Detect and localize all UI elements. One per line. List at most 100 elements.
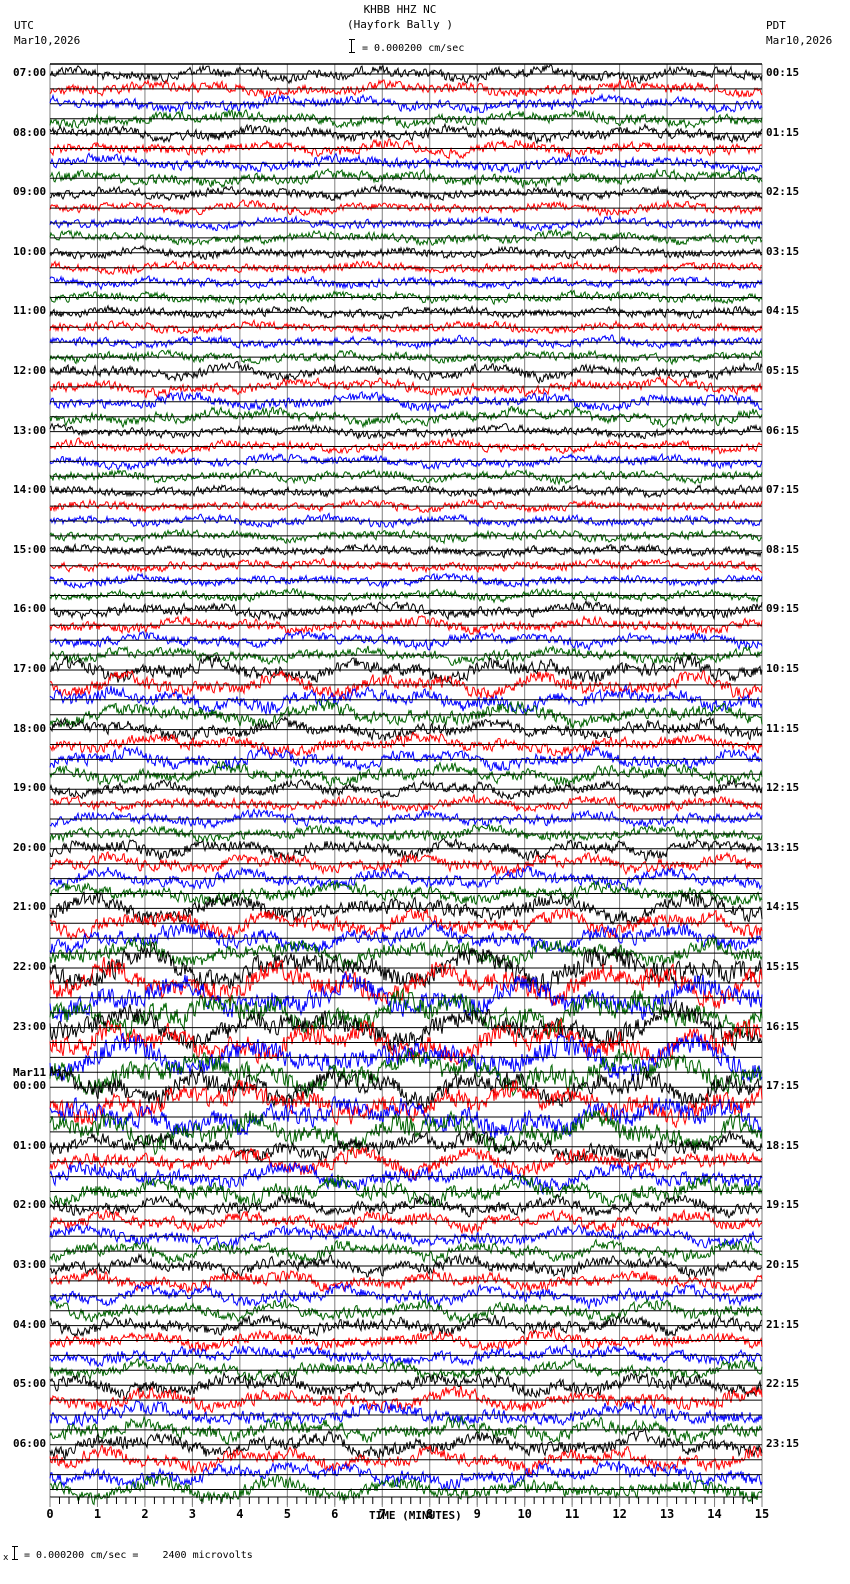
trace-green: [49, 1110, 763, 1156]
right-pdt-hour-label: 19:15: [766, 1198, 800, 1212]
x-tick-label: 5: [284, 1507, 291, 1521]
trace-green: [49, 587, 763, 604]
trace-green: [49, 1174, 763, 1209]
trace-black: [49, 422, 763, 440]
right-pdt-hour-label: 13:15: [766, 840, 800, 854]
trace-black: [49, 999, 763, 1053]
left-utc-hour-label: 00:00: [13, 1079, 47, 1093]
trace-black: [49, 777, 763, 801]
footer-scale-bar-icon: [12, 1546, 19, 1560]
right-pdt-hour-label: 18:15: [766, 1138, 800, 1152]
left-utc-hour-label: 08:00: [13, 125, 47, 139]
trace-red: [49, 1017, 763, 1068]
left-utc-hour-label: 12:00: [13, 364, 47, 377]
trace-red: [49, 375, 763, 399]
trace-black: [49, 304, 763, 320]
x-tick-label: 10: [517, 1507, 531, 1521]
x-tick-label: 6: [331, 1507, 338, 1521]
trace-blue: [49, 630, 763, 652]
left-utc-hour-label: 15:00: [13, 542, 47, 556]
right-pdt-hour-label: 12:15: [766, 781, 800, 795]
trace-blue: [49, 1400, 763, 1428]
trace-black: [49, 244, 763, 261]
x-tick-label: 11: [565, 1507, 579, 1521]
trace-green: [49, 1357, 763, 1383]
left-date-change-label: Mar11: [13, 1066, 47, 1080]
trace-blue: [49, 1031, 763, 1083]
trace-green: [49, 760, 763, 788]
trace-black: [49, 890, 763, 926]
right-pdt-hour-label: 02:15: [766, 185, 800, 199]
trace-green: [49, 1415, 763, 1446]
x-tick-label: 15: [755, 1507, 769, 1521]
trace-red: [49, 1443, 763, 1478]
x-tick-label: 4: [236, 1507, 243, 1521]
right-pdt-hour-label: 16:15: [766, 1019, 800, 1033]
scale-text: = 0.000200 cm/sec: [362, 43, 465, 54]
station-location: (Hayfork Bally ): [347, 18, 453, 31]
left-utc-hour-label: 06:00: [13, 1436, 47, 1450]
x-tick-label: 13: [660, 1507, 674, 1521]
trace-green: [49, 698, 763, 729]
trace-black: [49, 1129, 763, 1165]
right-pdt-hour-label: 01:15: [766, 125, 800, 139]
trace-black: [49, 1427, 763, 1461]
trace-green: [49, 108, 763, 129]
station-title: KHBB HHZ NC: [363, 3, 437, 16]
left-utc-hour-label: 17:00: [13, 662, 47, 675]
trace-blue: [49, 683, 763, 716]
trace-red: [49, 318, 763, 335]
left-utc-hour-label: 04:00: [13, 1317, 47, 1331]
left-utc-hour-label: 19:00: [13, 781, 47, 795]
left-utc-hour-label: 02:00: [13, 1198, 47, 1212]
trace-red: [49, 1268, 763, 1295]
right-pdt-hour-label: 15:15: [766, 960, 800, 973]
right-pdt-hour-label: 14:15: [766, 900, 800, 914]
trace-green: [49, 1238, 763, 1265]
trace-blue: [49, 214, 763, 232]
x-tick-label: 1: [94, 1507, 101, 1521]
left-utc-hour-label: 20:00: [13, 840, 47, 854]
right-pdt-hour-label: 20:15: [766, 1258, 800, 1271]
trace-red: [49, 906, 763, 941]
trace-black: [49, 837, 763, 864]
right-pdt-hour-label: 21:15: [766, 1317, 800, 1331]
time-axis: 0 1 2 3 4 5 6 7 8 9 10 11 12 13 14 15: [46, 1496, 769, 1521]
trace-green: [49, 1048, 763, 1100]
trace-black: [49, 122, 763, 145]
seismic-traces: [49, 64, 763, 1506]
right-pdt-hour-label: 22:15: [766, 1377, 800, 1391]
left-utc-hour-label: 22:00: [13, 960, 47, 973]
trace-green: [49, 823, 763, 844]
left-utc-hour-label: 23:00: [13, 1019, 47, 1033]
left-date: Mar10,2026: [14, 34, 81, 47]
trace-blue: [49, 1459, 763, 1492]
trace-blue: [49, 1344, 763, 1368]
trace-black: [49, 360, 763, 385]
left-utc-hour-label: 11:00: [13, 304, 47, 318]
trace-blue: [49, 92, 763, 114]
trace-green: [49, 987, 763, 1040]
trace-black: [49, 1252, 763, 1279]
right-pdt-hour-label: 23:15: [766, 1436, 800, 1450]
left-timezone: UTC: [14, 19, 34, 32]
trace-red: [49, 731, 763, 758]
trace-blue: [49, 572, 763, 589]
left-utc-hour-label: 05:00: [13, 1377, 47, 1391]
left-utc-hour-label: 10:00: [13, 244, 47, 258]
trace-red: [49, 615, 763, 636]
trace-red: [49, 498, 763, 514]
trace-blue: [49, 808, 763, 830]
right-date: Mar10,2026: [766, 34, 833, 47]
left-utc-hour-label: 14:00: [13, 483, 47, 497]
x-tick-label: 9: [474, 1507, 481, 1521]
trace-green: [49, 527, 763, 545]
trace-green: [49, 468, 763, 486]
footer-scale-prefix: x: [3, 1553, 9, 1563]
trace-black: [49, 183, 763, 202]
left-utc-hour-label: 07:00: [13, 66, 47, 79]
x-tick-label: 7: [379, 1507, 386, 1521]
left-utc-hour-label: 18:00: [13, 721, 47, 735]
trace-blue: [49, 512, 763, 529]
